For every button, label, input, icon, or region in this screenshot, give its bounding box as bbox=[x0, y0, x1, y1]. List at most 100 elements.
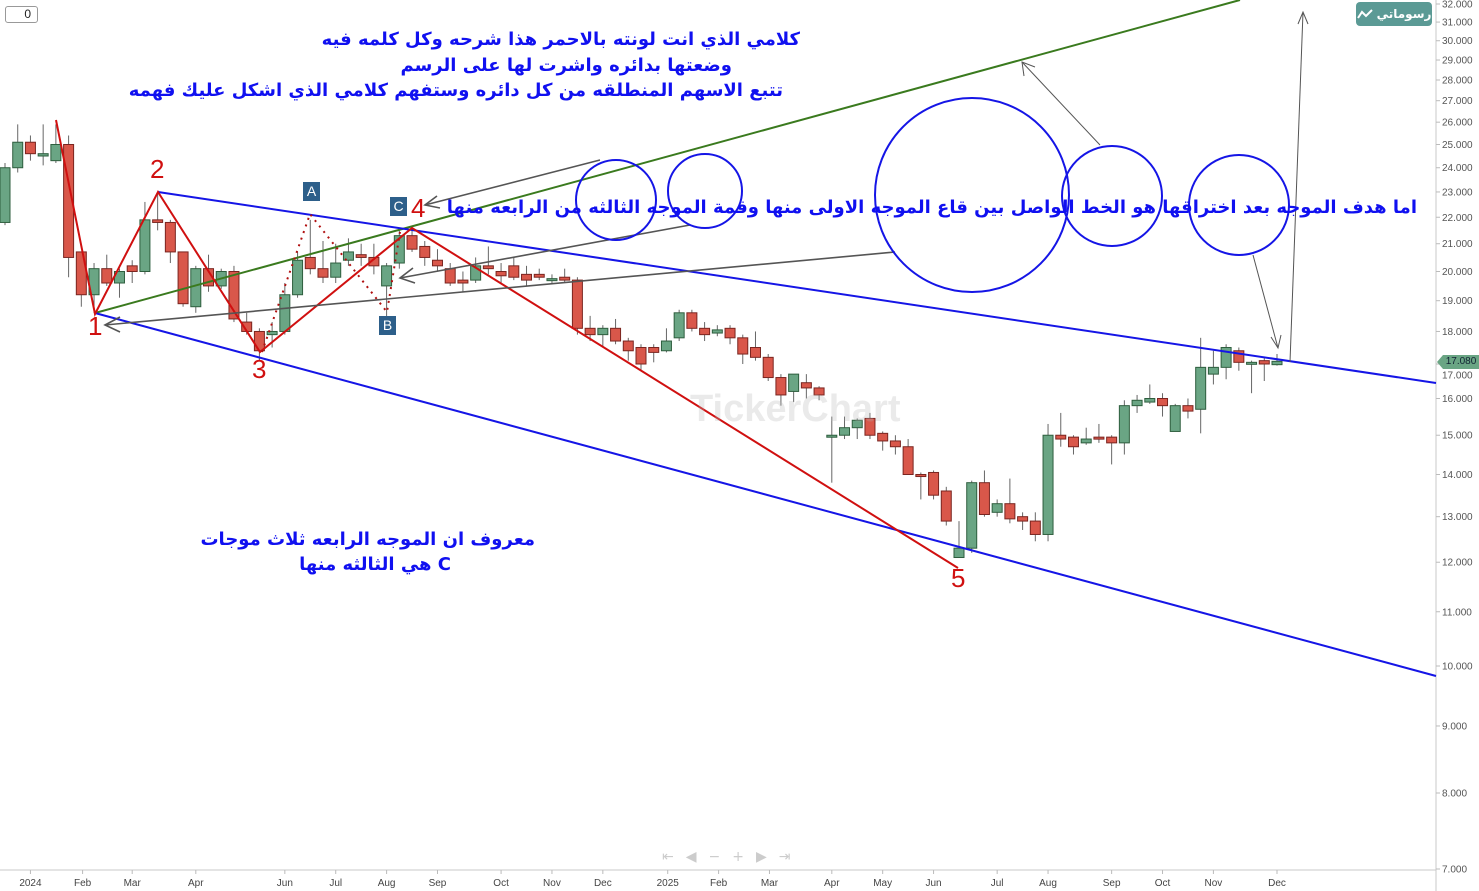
candle-body bbox=[533, 273, 545, 278]
candle-down bbox=[1258, 357, 1270, 381]
candle-up bbox=[1118, 400, 1130, 455]
candle-body bbox=[253, 330, 265, 352]
candle-body bbox=[826, 434, 838, 438]
scroll-end-button[interactable]: ⇥ bbox=[778, 849, 791, 865]
wave-label-3: 3 bbox=[252, 354, 267, 384]
candle-body bbox=[431, 259, 443, 267]
x-tick-label: Oct bbox=[1155, 878, 1171, 889]
value-input[interactable]: 0 bbox=[5, 6, 38, 23]
candle-up bbox=[660, 328, 672, 353]
candle-body bbox=[1157, 398, 1169, 407]
candle-body bbox=[839, 427, 851, 436]
x-tick-label: Aug bbox=[378, 878, 396, 889]
x-tick-label: 2024 bbox=[19, 878, 42, 889]
scroll-right-button[interactable]: ▶ bbox=[755, 849, 767, 865]
candle-up bbox=[953, 521, 965, 559]
wave-label-a: A bbox=[303, 182, 320, 201]
x-tick-label: Jul bbox=[991, 878, 1004, 889]
candle-body bbox=[686, 312, 698, 329]
candle-down bbox=[533, 268, 545, 281]
my-drawings-button[interactable]: رسوماتي bbox=[1356, 2, 1432, 26]
candle-body bbox=[101, 268, 113, 284]
candle-body bbox=[24, 141, 36, 155]
arrow-line[interactable] bbox=[1021, 61, 1101, 146]
annotation-top-line2: وضعتها بدائره واشرت لها على الرسم bbox=[400, 55, 732, 76]
candle-down bbox=[813, 386, 825, 401]
candle-body bbox=[559, 276, 571, 281]
candle-down bbox=[889, 435, 901, 455]
zoom-out-button[interactable]: − bbox=[708, 849, 721, 865]
candle-body bbox=[521, 273, 533, 281]
candle-body bbox=[966, 482, 978, 549]
candle-body bbox=[940, 490, 952, 522]
candle-body bbox=[495, 270, 507, 277]
candle-body bbox=[622, 340, 634, 352]
candle-down bbox=[559, 268, 571, 283]
zoom-in-button[interactable]: + bbox=[732, 849, 744, 865]
candle-up bbox=[1042, 423, 1054, 542]
candle-body bbox=[1195, 366, 1207, 410]
scroll-start-button[interactable]: ⇤ bbox=[662, 849, 674, 865]
circle-marker[interactable] bbox=[575, 159, 657, 241]
drawings bbox=[55, 0, 1437, 677]
candle-up bbox=[139, 201, 151, 275]
candle-down bbox=[152, 191, 164, 231]
candle-up bbox=[381, 263, 393, 319]
circle-marker[interactable] bbox=[1188, 154, 1290, 256]
candle-down bbox=[164, 219, 176, 264]
candle-up bbox=[292, 251, 304, 298]
wave-label-1: 1 bbox=[88, 311, 103, 341]
candle-down bbox=[915, 472, 927, 500]
arrow-line[interactable] bbox=[104, 251, 896, 326]
candle-up bbox=[1144, 384, 1156, 404]
y-tick-label: 25.000 bbox=[1442, 140, 1473, 151]
candle-up bbox=[1246, 360, 1258, 394]
candle-up bbox=[393, 227, 405, 269]
arrow-line[interactable] bbox=[424, 159, 601, 206]
y-tick-label: 7.000 bbox=[1442, 865, 1467, 876]
candle-down bbox=[775, 374, 787, 406]
candle-body bbox=[597, 327, 609, 336]
y-tick-label: 21.000 bbox=[1442, 239, 1473, 250]
last-price-tag: 17.080 bbox=[1437, 355, 1479, 369]
line-chart-icon bbox=[1356, 9, 1373, 19]
candle-down bbox=[1029, 512, 1041, 542]
y-tick-label: 18.000 bbox=[1442, 327, 1473, 338]
lower-channel-line[interactable] bbox=[94, 312, 1437, 677]
y-tick-label: 29.000 bbox=[1442, 56, 1473, 67]
candle-up bbox=[1195, 337, 1207, 434]
candle-up bbox=[1207, 350, 1219, 385]
candle-down bbox=[877, 431, 889, 451]
candle-up bbox=[546, 274, 558, 283]
candle-body bbox=[139, 219, 151, 272]
drawings-label: رسوماتي bbox=[1376, 7, 1432, 21]
candle-body bbox=[12, 141, 24, 169]
candle-body bbox=[1131, 399, 1143, 407]
green-trend-line[interactable] bbox=[94, 0, 1241, 314]
candle-body bbox=[635, 346, 647, 365]
candle-body bbox=[1246, 361, 1258, 365]
upper-channel-line[interactable] bbox=[157, 191, 1437, 384]
candle-down bbox=[584, 315, 596, 342]
candle-body bbox=[1169, 405, 1181, 432]
x-axis-ticks: 2024 Feb Mar Apr Jun Jul Aug Sep Oct Nov Dec 2025 Fe… bbox=[19, 870, 1286, 889]
y-tick-label: 23.000 bbox=[1442, 187, 1473, 198]
circle-marker[interactable] bbox=[1061, 145, 1163, 247]
arrow-line[interactable] bbox=[1252, 254, 1279, 349]
candle-body bbox=[152, 219, 164, 223]
candles bbox=[0, 124, 1283, 559]
candle-body bbox=[813, 387, 825, 396]
candle-body bbox=[673, 312, 685, 339]
candle-up bbox=[1220, 344, 1232, 380]
y-tick-label: 14.000 bbox=[1442, 470, 1473, 481]
circle-marker[interactable] bbox=[667, 153, 743, 229]
scroll-left-button[interactable]: ◀ bbox=[685, 849, 697, 865]
candle-body bbox=[63, 143, 75, 258]
candle-body bbox=[953, 547, 965, 559]
elliott-wave-line[interactable] bbox=[55, 119, 959, 569]
arrow-line[interactable] bbox=[399, 224, 691, 279]
candle-body bbox=[915, 473, 927, 478]
arrow-line[interactable] bbox=[1289, 11, 1304, 363]
circle-marker[interactable] bbox=[874, 97, 1070, 293]
